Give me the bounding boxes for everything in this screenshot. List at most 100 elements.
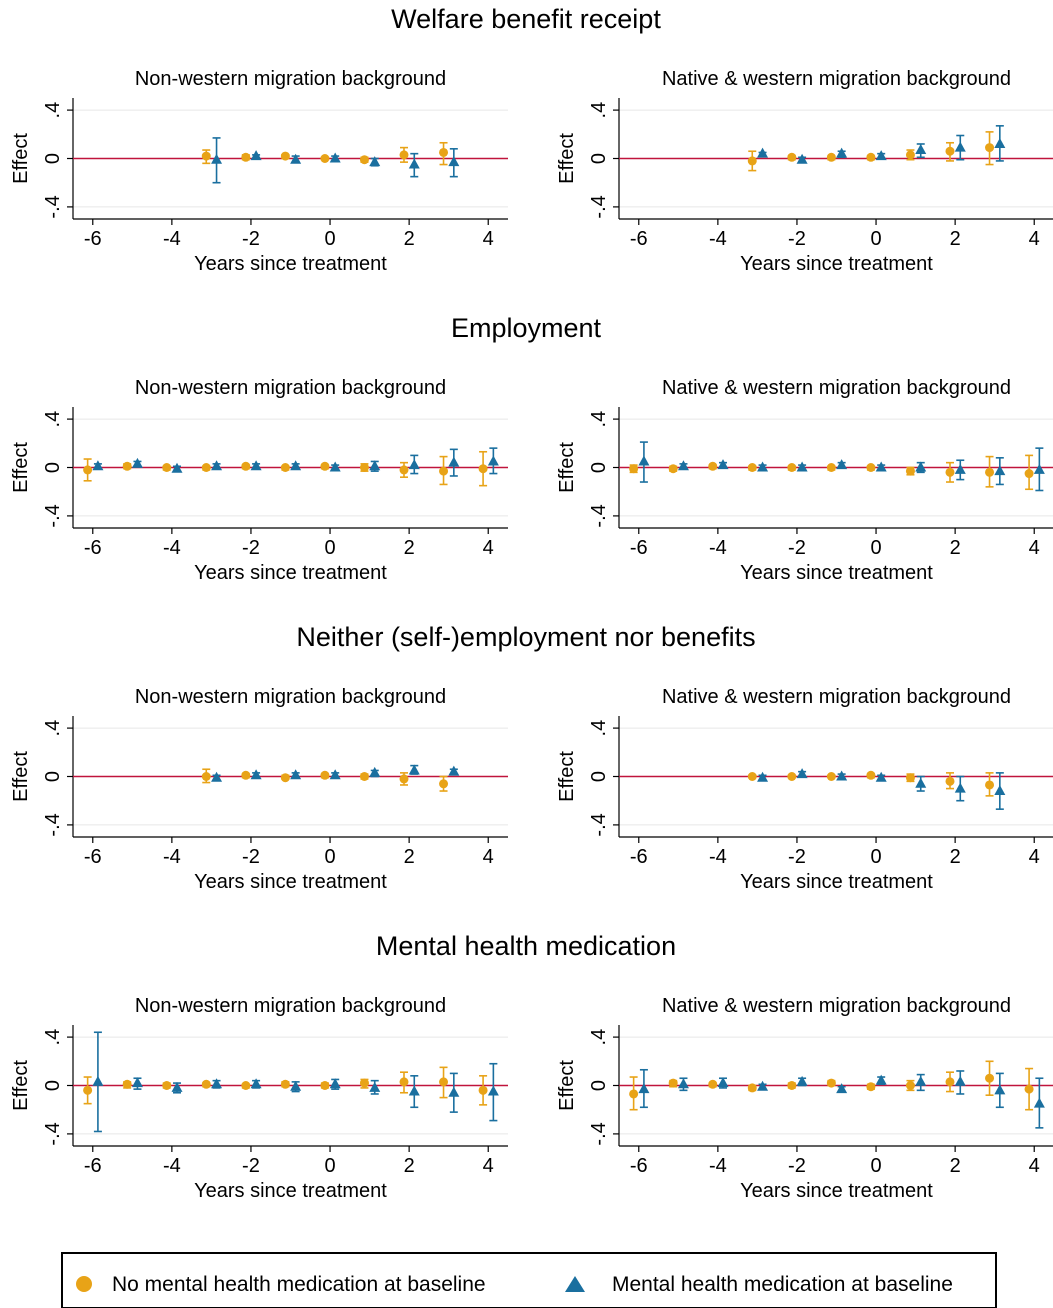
series-no-medication	[83, 1066, 488, 1106]
data-point-circle	[866, 463, 876, 472]
data-point-triangle	[290, 460, 302, 471]
x-tick-label: -2	[242, 228, 260, 250]
data-point-triangle	[250, 769, 262, 780]
data-point-circle	[985, 143, 995, 153]
x-tick-label: 0	[324, 846, 335, 868]
series-no-medication	[747, 770, 995, 797]
x-tick-label: -6	[84, 228, 102, 250]
y-tick-label: -.4	[42, 1122, 64, 1145]
data-point-triangle	[290, 1080, 302, 1091]
data-point-circle	[439, 779, 449, 789]
x-axis-title: Years since treatment	[740, 253, 933, 275]
data-point-circle	[439, 466, 449, 476]
data-point-circle	[241, 461, 251, 471]
x-tick-label: -4	[709, 846, 727, 868]
panel-subtitle: Non-western migration background	[135, 995, 446, 1017]
data-point-circle	[83, 465, 93, 475]
series-no-medication	[629, 1060, 1034, 1111]
data-point-triangle	[448, 1086, 460, 1097]
x-tick-label: 2	[950, 228, 961, 250]
data-point-triangle	[757, 147, 769, 158]
data-point-triangle	[915, 144, 927, 155]
data-point-circle	[629, 464, 639, 474]
data-point-triangle	[915, 461, 927, 472]
y-axis-title: Effect	[556, 1060, 578, 1111]
panel-1: Welfare benefit receipt Non-western migra…	[10, 4, 661, 275]
data-point-triangle	[757, 461, 769, 472]
y-tick-label: .4	[588, 720, 610, 737]
data-point-triangle	[836, 459, 848, 470]
data-point-circle	[945, 467, 955, 477]
y-tick-label: .4	[588, 411, 610, 428]
x-axis-title: Years since treatment	[740, 871, 933, 893]
y-tick-label: -.4	[42, 504, 64, 527]
data-point-circle	[905, 150, 915, 160]
y-tick-label: .4	[42, 720, 64, 737]
data-point-triangle	[954, 463, 966, 474]
data-point-circle	[945, 776, 955, 786]
data-point-triangle	[211, 460, 223, 471]
x-tick-label: -2	[788, 846, 806, 868]
data-point-circle	[747, 463, 757, 472]
y-tick-label: -.4	[42, 195, 64, 218]
x-tick-label: 0	[324, 1155, 335, 1177]
y-tick-label: -.4	[42, 813, 64, 836]
data-point-circle	[708, 461, 718, 471]
data-point-triangle	[329, 152, 341, 163]
data-point-circle	[201, 463, 211, 472]
data-point-circle	[905, 466, 915, 476]
data-point-triangle	[836, 147, 848, 158]
data-point-triangle	[796, 153, 808, 164]
data-point-triangle	[875, 771, 887, 782]
data-point-triangle	[408, 459, 420, 470]
data-point-triangle	[796, 1075, 808, 1086]
data-point-triangle	[211, 153, 223, 164]
y-tick-label: .4	[42, 411, 64, 428]
data-point-circle	[241, 1081, 251, 1090]
data-point-circle	[826, 463, 836, 472]
data-point-circle	[826, 152, 836, 162]
data-point-circle	[201, 1079, 211, 1089]
x-tick-label: 2	[950, 1155, 961, 1177]
legend-label-no-medication: No mental health medication at baseline	[112, 1273, 486, 1296]
x-tick-label: 4	[483, 537, 494, 559]
panel-4: Native & western migration background .4 0…	[556, 377, 1053, 584]
data-point-triangle	[757, 1080, 769, 1091]
data-point-triangle	[875, 150, 887, 161]
x-tick-label: -6	[630, 228, 648, 250]
data-point-circle	[787, 772, 797, 781]
x-tick-label: 0	[324, 228, 335, 250]
x-tick-label: -4	[163, 846, 181, 868]
x-tick-label: 4	[483, 228, 494, 250]
data-point-circle	[1024, 469, 1034, 479]
data-point-circle	[826, 772, 836, 781]
x-tick-label: 4	[483, 1155, 494, 1177]
data-point-triangle	[994, 465, 1006, 476]
x-tick-label: -6	[630, 846, 648, 868]
data-point-triangle	[836, 1083, 848, 1094]
x-tick-label: -2	[788, 537, 806, 559]
data-point-circle	[359, 155, 369, 165]
x-tick-label: -4	[163, 537, 181, 559]
series-medication	[638, 441, 1045, 492]
x-tick-label: 2	[404, 228, 415, 250]
panel-subtitle: Non-western migration background	[135, 686, 446, 708]
x-tick-label: -4	[709, 228, 727, 250]
data-point-circle	[399, 150, 409, 160]
panel-subtitle: Native & western migration background	[662, 68, 1011, 90]
x-tick-label: 4	[1029, 537, 1040, 559]
data-point-triangle	[994, 137, 1006, 148]
y-tick-label: -.4	[588, 1122, 610, 1145]
x-axis-title: Years since treatment	[194, 1180, 387, 1202]
data-point-circle	[320, 461, 330, 471]
data-point-circle	[399, 1077, 409, 1087]
data-point-circle	[985, 1073, 995, 1083]
data-point-triangle	[875, 461, 887, 472]
data-point-triangle	[171, 1081, 183, 1092]
data-point-circle	[399, 774, 409, 784]
y-tick-label: 0	[42, 153, 64, 164]
x-tick-label: 4	[1029, 228, 1040, 250]
y-axis-title: Effect	[556, 751, 578, 802]
row-title: Employment	[451, 313, 602, 343]
